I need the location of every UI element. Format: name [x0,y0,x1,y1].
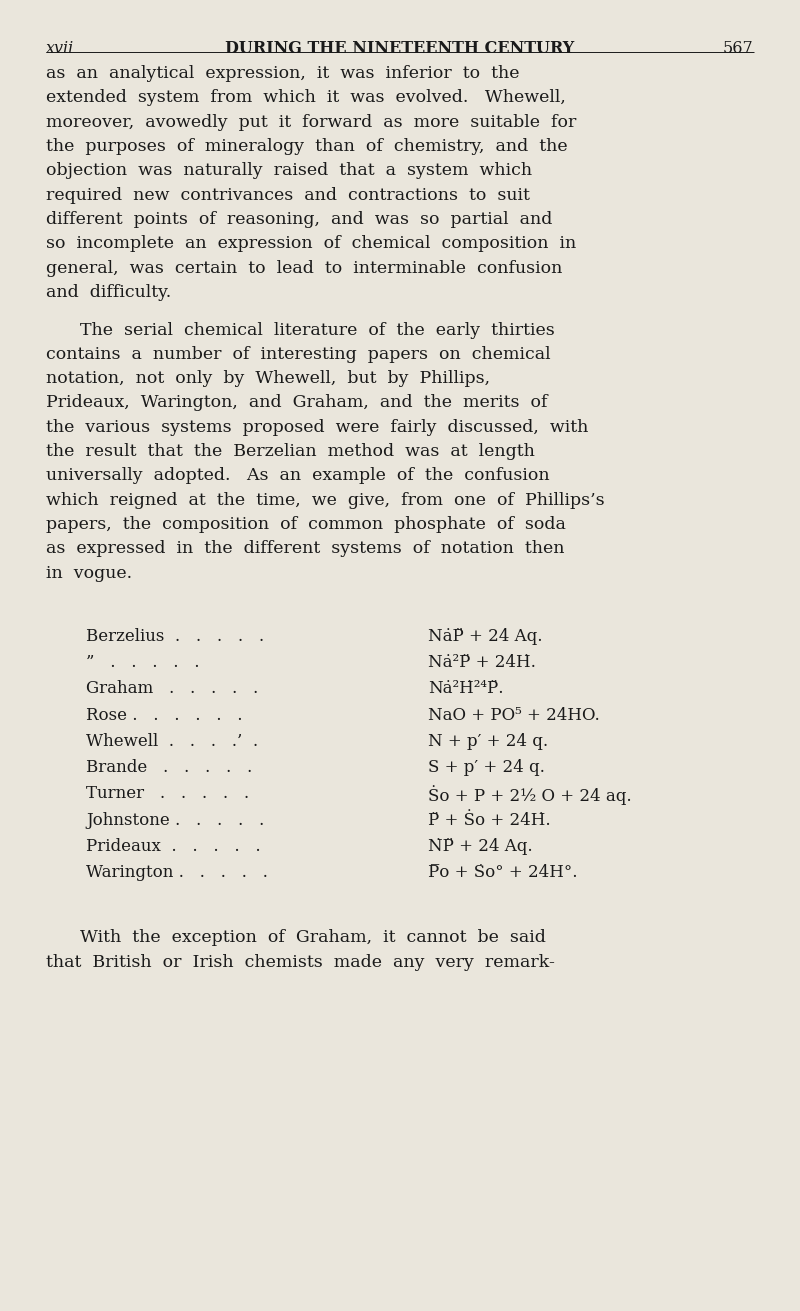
Text: Berzelius  .   .   .   .   .: Berzelius . . . . . [86,628,265,645]
Text: DURING THE NINETEENTH CENTURY: DURING THE NINETEENTH CENTURY [226,39,574,56]
Text: contains  a  number  of  interesting  papers  on  chemical: contains a number of interesting papers … [46,346,551,363]
Text: Prideaux,  Warington,  and  Graham,  and  the  merits  of: Prideaux, Warington, and Graham, and the… [46,395,548,412]
Text: papers,  the  composition  of  common  phosphate  of  soda: papers, the composition of common phosph… [46,517,566,534]
Text: universally  adopted.   As  an  example  of  the  confusion: universally adopted. As an example of th… [46,468,550,484]
Text: Prideaux  .   .   .   .   .: Prideaux . . . . . [86,838,261,855]
Text: the  various  systems  proposed  were  fairly  discussed,  with: the various systems proposed were fairly… [46,418,589,435]
Text: Turner   .   .   .   .   .: Turner . . . . . [86,785,250,802]
Text: P̅o + Ṡo° + 24H°.: P̅o + Ṡo° + 24H°. [428,864,578,881]
Text: NȧP̈ + 24 Aq.: NȧP̈ + 24 Aq. [428,628,542,645]
Text: N + p′ + 24 q.: N + p′ + 24 q. [428,733,548,750]
Text: which  reigned  at  the  time,  we  give,  from  one  of  Phillips’s: which reigned at the time, we give, from… [46,492,605,509]
Text: NaO + PO⁵ + 24HO.: NaO + PO⁵ + 24HO. [428,707,600,724]
Text: different  points  of  reasoning,  and  was  so  partial  and: different points of reasoning, and was s… [46,211,553,228]
Text: 567: 567 [723,39,754,56]
Text: so  incomplete  an  expression  of  chemical  composition  in: so incomplete an expression of chemical … [46,235,577,252]
Text: Nȧ²Ḣ²⁴P̈.: Nȧ²Ḣ²⁴P̈. [428,680,503,697]
Text: Graham   .   .   .   .   .: Graham . . . . . [86,680,258,697]
Text: as  an  analytical  expression,  it  was  inferior  to  the: as an analytical expression, it was infe… [46,66,520,83]
Text: ṄP̈ + 24 Aq.: ṄP̈ + 24 Aq. [428,838,533,855]
Text: Johnstone .   .   .   .   .: Johnstone . . . . . [86,812,265,829]
Text: general,  was  certain  to  lead  to  interminable  confusion: general, was certain to lead to intermin… [46,260,562,277]
Text: With  the  exception  of  Graham,  it  cannot  be  said: With the exception of Graham, it cannot … [80,929,546,947]
Text: Nȧ²P̈ + 24Ḣ.: Nȧ²P̈ + 24Ḣ. [428,654,536,671]
Text: the  purposes  of  mineralogy  than  of  chemistry,  and  the: the purposes of mineralogy than of chemi… [46,138,568,155]
Text: notation,  not  only  by  Whewell,  but  by  Phillips,: notation, not only by Whewell, but by Ph… [46,370,490,387]
Text: xvii: xvii [46,39,74,56]
Text: The  serial  chemical  literature  of  the  early  thirties: The serial chemical literature of the ea… [80,321,554,338]
Text: Rose .   .   .   .   .   .: Rose . . . . . . [86,707,243,724]
Text: in  vogue.: in vogue. [46,565,133,582]
Text: P̈ + Ṡo + 24Ḣ.: P̈ + Ṡo + 24Ḣ. [428,812,550,829]
Text: S + p′ + 24 q.: S + p′ + 24 q. [428,759,545,776]
Text: that  British  or  Irish  chemists  made  any  very  remark-: that British or Irish chemists made any … [46,953,555,970]
Text: Brande   .   .   .   .   .: Brande . . . . . [86,759,253,776]
Text: extended  system  from  which  it  was  evolved.   Whewell,: extended system from which it was evolve… [46,89,566,106]
Text: and  difficulty.: and difficulty. [46,284,172,302]
Text: the  result  that  the  Berzelian  method  was  at  length: the result that the Berzelian method was… [46,443,535,460]
Text: Warington .   .   .   .   .: Warington . . . . . [86,864,268,881]
Text: Whewell  .   .   .   .’  .: Whewell . . . .’ . [86,733,258,750]
Text: ”   .   .   .   .   .: ” . . . . . [86,654,200,671]
Text: required  new  contrivances  and  contractions  to  suit: required new contrivances and contractio… [46,186,530,203]
Text: Ṡo + P + 2½ O + 24 aq.: Ṡo + P + 2½ O + 24 aq. [428,785,632,805]
Text: as  expressed  in  the  different  systems  of  notation  then: as expressed in the different systems of… [46,540,565,557]
Text: moreover,  avowedly  put  it  forward  as  more  suitable  for: moreover, avowedly put it forward as mor… [46,114,577,131]
Text: objection  was  naturally  raised  that  a  system  which: objection was naturally raised that a sy… [46,163,533,180]
